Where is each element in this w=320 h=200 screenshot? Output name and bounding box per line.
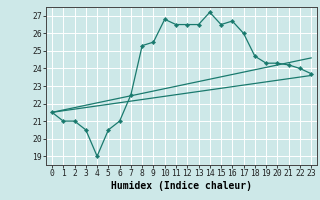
X-axis label: Humidex (Indice chaleur): Humidex (Indice chaleur) [111,181,252,191]
